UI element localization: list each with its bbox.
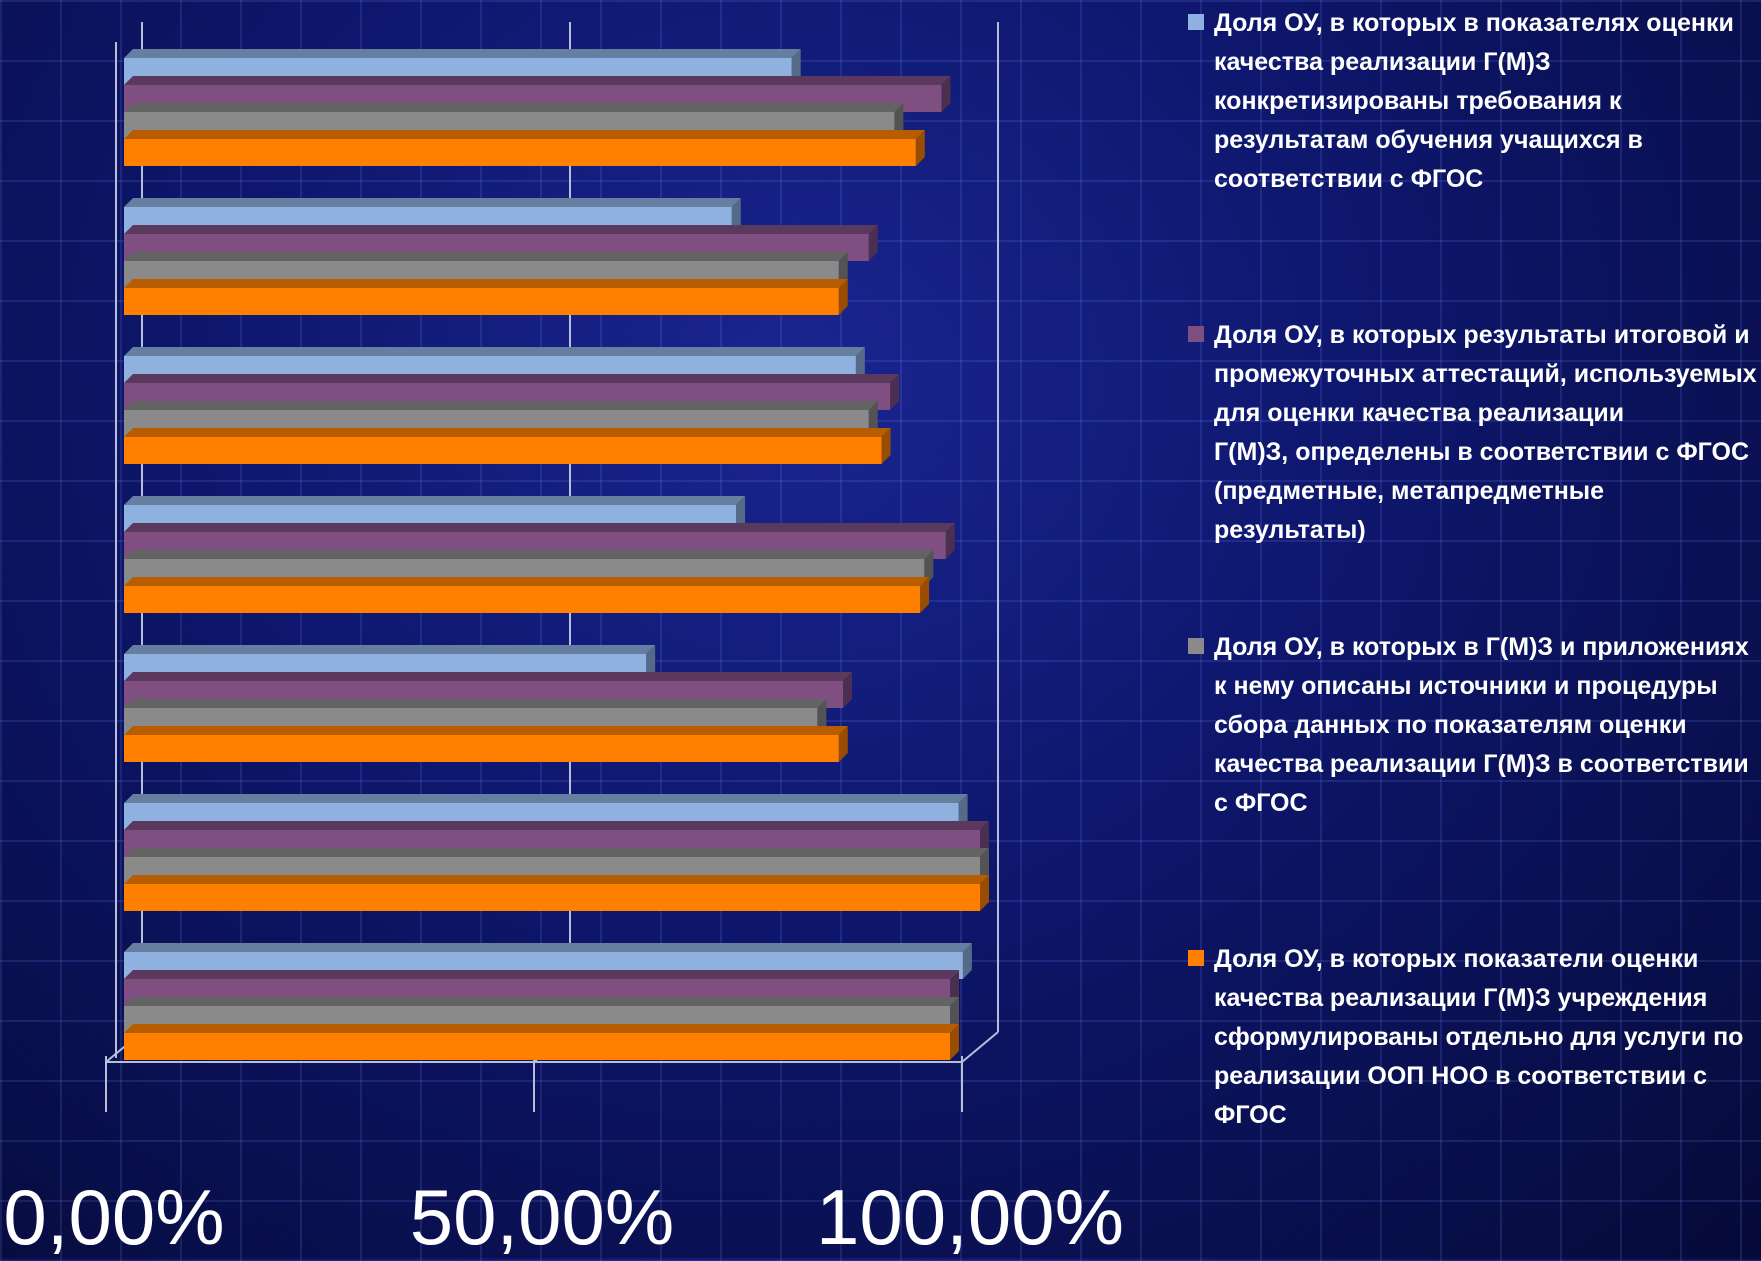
- bar: [124, 577, 930, 613]
- gridline-floor: [961, 1031, 999, 1063]
- legend-label: Доля ОУ, в которых в показателях оценки …: [1214, 9, 1734, 193]
- legend-swatch: [1188, 638, 1204, 654]
- bar: [124, 279, 848, 315]
- bar-group: [124, 794, 989, 911]
- x-tick-label: 100,00%: [816, 1173, 1124, 1261]
- legend-swatch: [1188, 14, 1204, 30]
- x-tick-label: 50,00%: [409, 1173, 675, 1261]
- bar-group: [124, 49, 951, 166]
- legend-label: Доля ОУ, в которых показатели оценки кач…: [1214, 945, 1744, 1129]
- bar-group: [124, 347, 900, 464]
- bar: [124, 198, 741, 234]
- bar: [124, 130, 925, 166]
- bar-group: [124, 198, 878, 315]
- legend-swatch: [1188, 326, 1204, 342]
- bar: [124, 726, 848, 762]
- bar: [124, 1024, 960, 1060]
- legend-swatch: [1188, 950, 1204, 966]
- bar-group: [124, 496, 955, 613]
- bar-group: [124, 943, 972, 1060]
- x-tick-label: 0,00%: [3, 1173, 225, 1261]
- bar-group: [124, 645, 853, 762]
- bar: [124, 875, 989, 911]
- legend-label: Доля ОУ, в которых в Г(М)З и приложениях…: [1214, 633, 1749, 817]
- bar: [124, 428, 891, 464]
- legend-label: Доля ОУ, в которых результаты итоговой и…: [1214, 321, 1757, 544]
